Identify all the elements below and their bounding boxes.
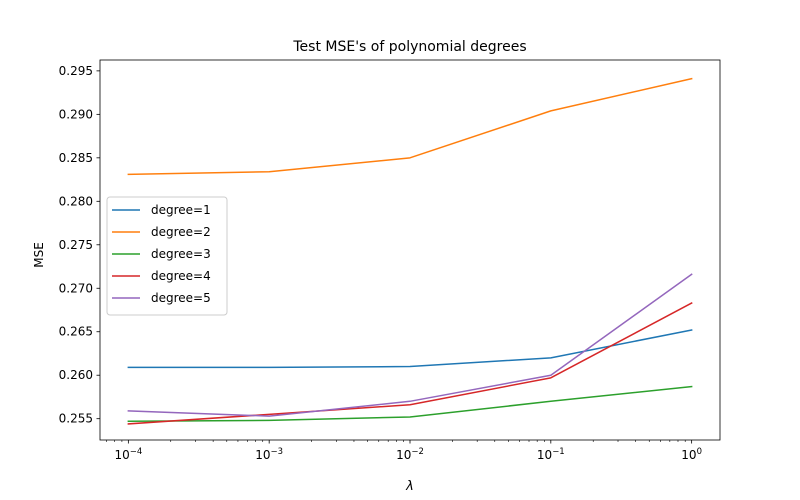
x-tick-label: 10−4 <box>114 447 142 462</box>
series-line-degree=5 <box>127 273 693 417</box>
y-tick-label: 0.275 <box>59 238 93 252</box>
y-tick-label: 0.290 <box>59 107 93 121</box>
legend-entry-label: degree=3 <box>151 247 211 261</box>
y-tick-label: 0.280 <box>59 194 93 208</box>
x-axis-label: λ <box>405 479 414 494</box>
legend-entry-label: degree=5 <box>151 291 211 305</box>
chart-title: Test MSE's of polynomial degrees <box>292 39 526 55</box>
y-tick-label: 0.295 <box>59 64 93 78</box>
y-tick-label: 0.255 <box>59 412 93 426</box>
legend-box <box>106 196 228 316</box>
x-tick-label: 10−1 <box>537 447 565 462</box>
y-tick-label: 0.260 <box>59 368 93 382</box>
series-line-degree=1 <box>127 329 693 369</box>
x-tick-label: 100 <box>681 447 702 462</box>
y-tick-label: 0.270 <box>59 281 93 295</box>
y-tick-label: 0.285 <box>59 151 93 165</box>
legend-entry-label: degree=2 <box>151 225 211 239</box>
y-axis-label: MSE <box>32 242 46 268</box>
plot-area: 0.255 0.260 0.265 0.270 0.275 0.280 0.285 0.290… <box>59 59 721 462</box>
x-tick-label: 10−2 <box>396 447 424 462</box>
x-tick-label: 10−3 <box>255 447 283 462</box>
series-line-degree=2 <box>127 77 693 176</box>
legend-entry-label: degree=1 <box>151 203 211 217</box>
legend-entry-label: degree=4 <box>151 269 211 283</box>
series-line-degree=3 <box>127 385 693 423</box>
series-line-degree=4 <box>127 302 693 425</box>
y-tick-label: 0.265 <box>59 325 93 339</box>
